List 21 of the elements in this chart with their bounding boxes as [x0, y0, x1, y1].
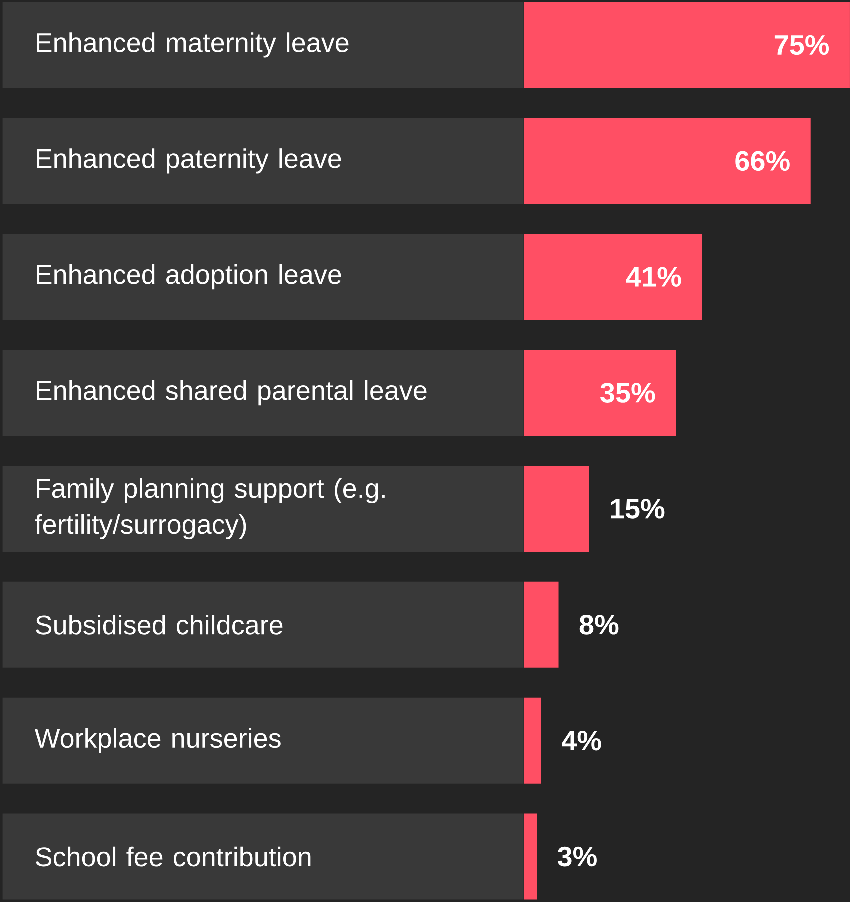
bar: [524, 350, 676, 436]
y-tick-label: Enhanced adoption leave: [37, 264, 342, 290]
data-label: 75%: [774, 35, 830, 56]
data-label: 4%: [562, 731, 602, 751]
data-label: 66%: [736, 151, 790, 172]
bar: [524, 466, 590, 552]
data-label: 3%: [558, 846, 597, 867]
y-tick-label: Workplace nurseries: [34, 728, 281, 754]
y-tick-label: Family planning support (e.g. fertility/surrogacy): [35, 478, 385, 540]
bar: [524, 582, 559, 668]
data-label: 15%: [611, 499, 665, 519]
bar: [524, 698, 542, 784]
y-tick-label: Enhanced maternity leave: [37, 32, 349, 58]
data-label: 41%: [626, 267, 682, 287]
y-tick-label: Enhanced paternity leave: [37, 148, 342, 174]
data-label: 35%: [600, 383, 656, 403]
data-label: 8%: [580, 615, 619, 635]
y-tick-label: School fee contribution: [36, 846, 311, 867]
y-tick-label: Subsidised childcare: [36, 614, 283, 635]
bar: [524, 814, 538, 900]
y-tick-label: Enhanced shared parental leave: [37, 380, 427, 406]
